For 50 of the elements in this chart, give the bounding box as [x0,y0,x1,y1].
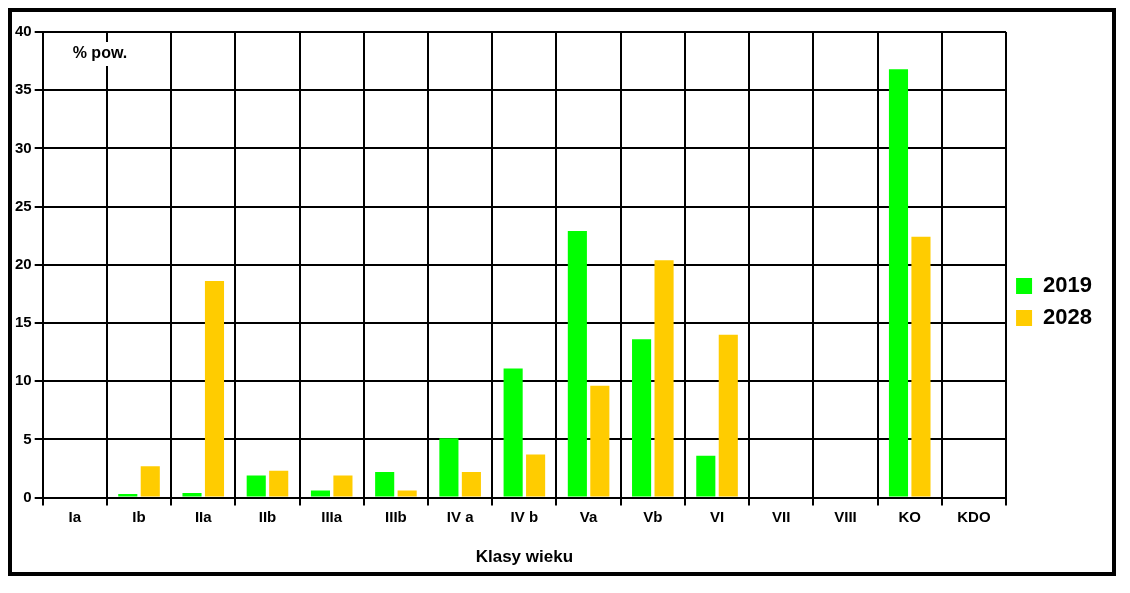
x-tick-label: IIb [258,507,277,525]
bar [590,385,610,497]
y-axis-title: % pow. [72,44,128,62]
bar [182,492,202,497]
x-tick-label: IIIb [385,507,407,525]
x-tick-label: Va [579,507,599,525]
bar [567,231,587,497]
bar [375,471,395,497]
y-tick-label: 0 [23,487,32,505]
y-tick-label: 30 [15,138,32,156]
bar [118,494,138,497]
bar [246,475,266,497]
y-tick-label: 5 [23,429,32,447]
x-tick-label: VII [772,507,791,525]
bar [526,454,546,497]
legend-label: 2019 [1043,272,1093,298]
x-tick-label: VIII [834,507,857,525]
bar [911,236,931,497]
bar [461,471,481,497]
x-tick-label: IV b [510,507,539,525]
y-tick-label: 35 [15,80,32,98]
x-axis-title: Klasy wieku [475,547,574,567]
x-tick-label: KDO [957,507,991,525]
x-tick-label: IIa [194,507,213,525]
y-tick-label: 25 [15,196,32,214]
bar [888,69,909,497]
x-tick-label: KO [898,507,922,525]
bar [310,490,331,497]
y-tick-label: 40 [15,22,32,40]
bar [503,368,523,497]
bar [696,455,716,497]
bar [397,490,417,497]
bar [654,260,674,497]
bar [333,475,353,497]
x-tick-label: Ib [132,507,146,525]
bar [439,438,459,497]
x-tick-label: IIIa [321,507,343,525]
bar [632,339,652,497]
y-tick-label: 15 [15,313,32,331]
bar [140,466,160,497]
y-tick-label: 10 [15,371,32,389]
bar [718,334,738,497]
x-tick-label: VI [709,507,725,525]
legend-label: 2028 [1043,304,1093,330]
y-tick-label: 20 [15,254,32,272]
x-tick-label: Vb [643,507,663,525]
bar [269,470,289,497]
x-tick-label: Ia [68,507,82,525]
x-tick-label: IV a [446,507,475,525]
bar [204,281,225,497]
